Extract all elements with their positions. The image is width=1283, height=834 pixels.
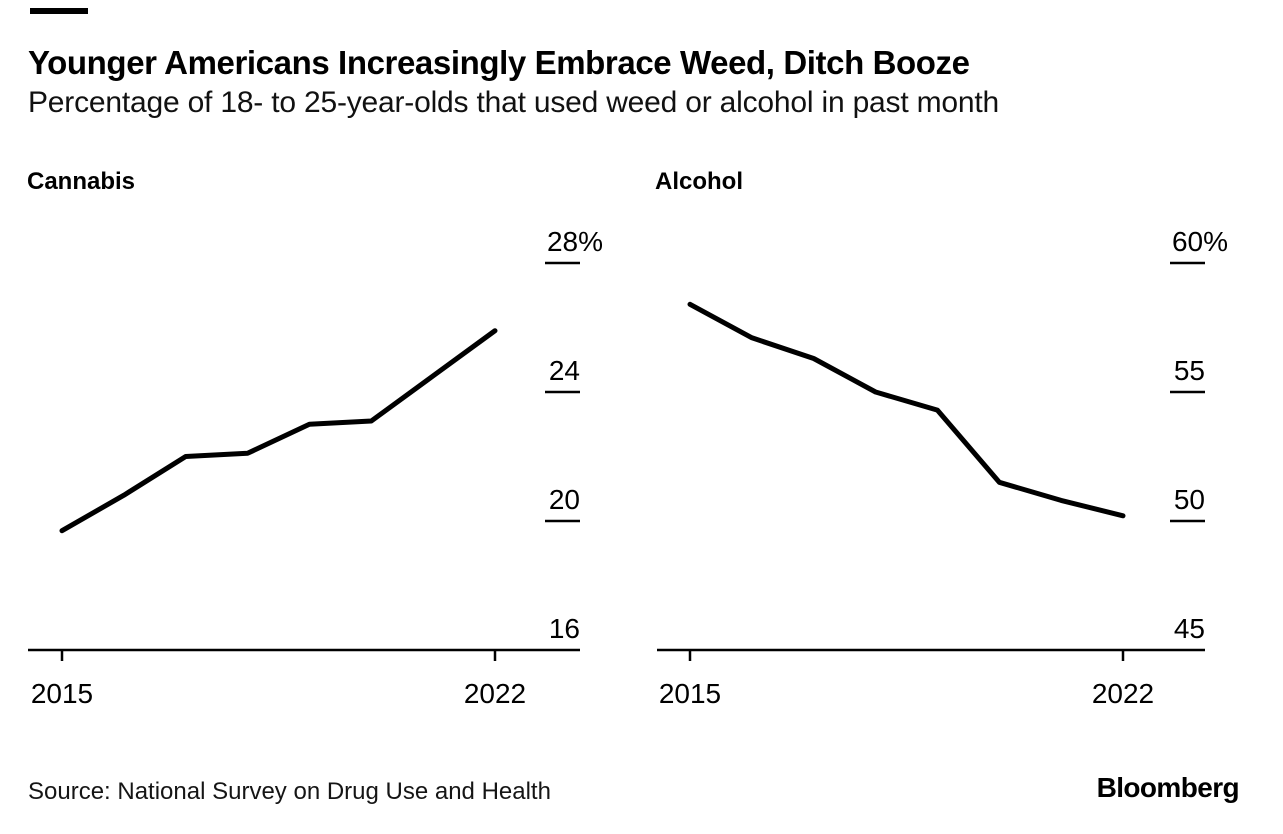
x-tick-label-alcohol-2015: 2015 (659, 678, 721, 709)
y-tick-label-cannabis-28%: 28% (547, 226, 603, 257)
top-accent-bar (30, 8, 88, 14)
y-tick-label-cannabis-24: 24 (549, 355, 580, 386)
y-tick-label-alcohol-50: 50 (1174, 484, 1205, 515)
charts-svg: 2015 2022 16 20 24 28% 2015 2022 45 50 55 60% (28, 226, 1228, 709)
x-tick-label-alcohol-2022: 2022 (1092, 678, 1154, 709)
page-title: Younger Americans Increasingly Embrace W… (28, 44, 970, 81)
data-line-cannabis (59, 328, 498, 534)
bloomberg-logo: Bloomberg (1096, 772, 1240, 803)
panel-title-cannabis: Cannabis (27, 168, 136, 195)
panel-title-alcohol: Alcohol (655, 168, 743, 195)
x-tick-label-cannabis-2015: 2015 (31, 678, 93, 709)
page-subtitle: Percentage of 18- to 25-year-olds that u… (28, 86, 999, 119)
y-tick-label-alcohol-45: 45 (1174, 613, 1205, 644)
y-tick-label-alcohol-55: 55 (1174, 355, 1205, 386)
chart-cannabis: 2015 2022 16 20 24 28% (28, 226, 603, 709)
y-tick-label-alcohol-60%: 60% (1172, 226, 1228, 257)
x-tick-label-cannabis-2022: 2022 (464, 678, 526, 709)
y-tick-label-cannabis-16: 16 (549, 613, 580, 644)
y-tick-label-cannabis-20: 20 (549, 484, 580, 515)
chart-alcohol: 2015 2022 45 50 55 60% (657, 226, 1228, 709)
data-line-alcohol (687, 301, 1126, 519)
source-note: Source: National Survey on Drug Use and … (28, 778, 551, 805)
